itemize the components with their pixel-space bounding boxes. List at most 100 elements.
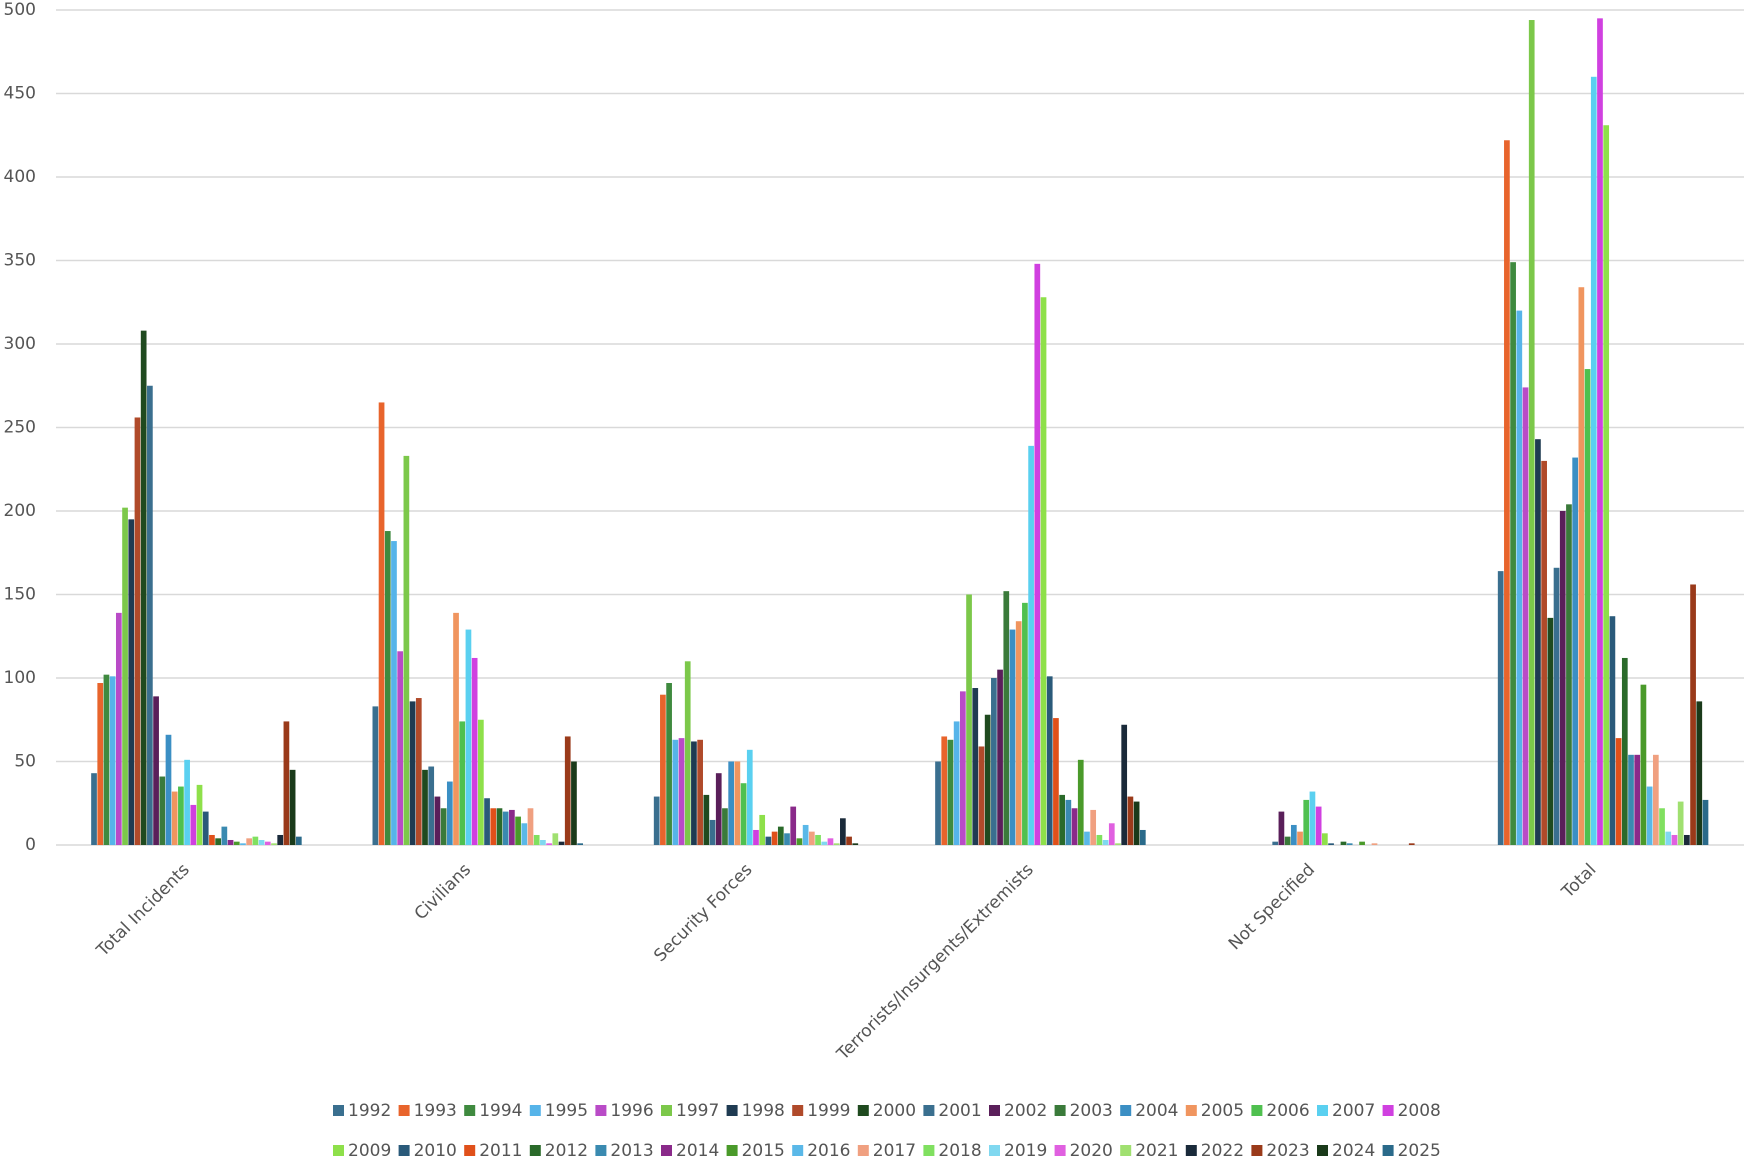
x-tick-label: Civilians	[411, 860, 475, 924]
bar	[1702, 799, 1709, 845]
legend-label: 2017	[873, 1141, 916, 1161]
legend-swatch	[1317, 1105, 1328, 1116]
bar	[846, 836, 852, 845]
bar	[852, 843, 859, 845]
legend-label: 1997	[676, 1101, 719, 1121]
bar	[527, 808, 534, 845]
bar	[715, 773, 722, 845]
bar	[277, 834, 284, 845]
legend-label: 2008	[1398, 1101, 1441, 1121]
y-tick-label: 300	[4, 334, 36, 354]
legend-swatch	[333, 1105, 344, 1116]
bar	[440, 808, 447, 845]
bar	[1115, 843, 1121, 845]
bar	[1528, 20, 1535, 845]
bar	[264, 841, 271, 845]
bar	[378, 402, 385, 845]
bar	[1646, 786, 1653, 845]
bar	[703, 794, 710, 845]
bar	[1547, 617, 1554, 845]
bar	[540, 839, 546, 845]
y-tick-label: 250	[4, 418, 36, 438]
bar	[1684, 834, 1690, 845]
legend-swatch	[792, 1105, 804, 1116]
bar	[1127, 796, 1134, 845]
bar	[1003, 591, 1010, 845]
legend-swatch	[792, 1145, 804, 1156]
bar	[1652, 754, 1659, 845]
bar	[1584, 369, 1591, 845]
bar	[796, 838, 803, 845]
bar	[1309, 791, 1316, 845]
bar	[221, 826, 228, 845]
bar	[666, 683, 672, 845]
bar	[1034, 263, 1041, 846]
bar	[384, 531, 391, 845]
bar	[746, 749, 753, 845]
legend-label: 2005	[1201, 1101, 1244, 1121]
y-tick-label: 350	[4, 251, 36, 271]
bar	[1315, 806, 1322, 845]
bar	[1690, 584, 1696, 845]
bar	[1603, 125, 1610, 846]
bar	[184, 759, 190, 845]
bar	[1139, 829, 1146, 845]
bar	[233, 841, 240, 845]
bar	[409, 701, 416, 845]
bar	[935, 761, 941, 845]
legend-label: 2013	[610, 1141, 653, 1161]
bar	[153, 696, 159, 845]
bar	[840, 818, 846, 845]
bar	[546, 843, 552, 845]
legend-swatch	[857, 1145, 869, 1156]
legend-label: 1996	[610, 1101, 653, 1121]
legend-label: 2007	[1332, 1101, 1375, 1121]
bar	[190, 804, 197, 845]
legend-swatch	[923, 1105, 935, 1116]
bar	[159, 776, 166, 845]
bar	[959, 691, 966, 845]
bar	[502, 811, 509, 845]
bar	[1572, 457, 1579, 845]
legend-label: 2006	[1266, 1101, 1309, 1121]
y-tick-label: 150	[4, 585, 36, 605]
legend-swatch	[1054, 1105, 1066, 1116]
legend-swatch	[529, 1105, 541, 1116]
bar	[827, 838, 834, 845]
legend-label: 2010	[414, 1141, 457, 1161]
bar	[577, 843, 584, 845]
legend-swatch	[1120, 1145, 1132, 1156]
legend-swatch	[989, 1105, 1000, 1116]
bar	[1121, 724, 1128, 845]
legend-label: 1994	[479, 1101, 522, 1121]
legend-label: 2018	[938, 1141, 981, 1161]
bar	[1696, 701, 1703, 845]
bar	[653, 796, 660, 845]
bar	[459, 721, 466, 845]
legend-label: 2014	[676, 1141, 719, 1161]
bar	[515, 816, 521, 845]
bar	[947, 739, 954, 845]
x-tick-label: Total Incidents	[92, 860, 194, 962]
x-tick-label: Total	[1557, 860, 1600, 903]
bar	[471, 657, 478, 845]
x-tick-label: Not Specified	[1225, 860, 1319, 954]
legend-swatch	[661, 1145, 672, 1156]
bar	[1553, 567, 1560, 845]
bar	[422, 769, 428, 845]
legend-label: 1992	[348, 1101, 391, 1121]
bar	[1015, 621, 1022, 845]
bar	[777, 826, 784, 845]
bar	[1284, 836, 1291, 845]
bar	[209, 834, 215, 845]
legend-swatch	[464, 1105, 476, 1116]
bar	[1659, 808, 1665, 845]
legend-swatch	[1251, 1105, 1263, 1116]
bar	[415, 698, 422, 845]
bar	[1408, 843, 1415, 845]
bar	[1535, 439, 1541, 845]
bar	[753, 829, 759, 845]
bar	[1297, 831, 1303, 845]
legend-label: 2011	[479, 1141, 522, 1161]
